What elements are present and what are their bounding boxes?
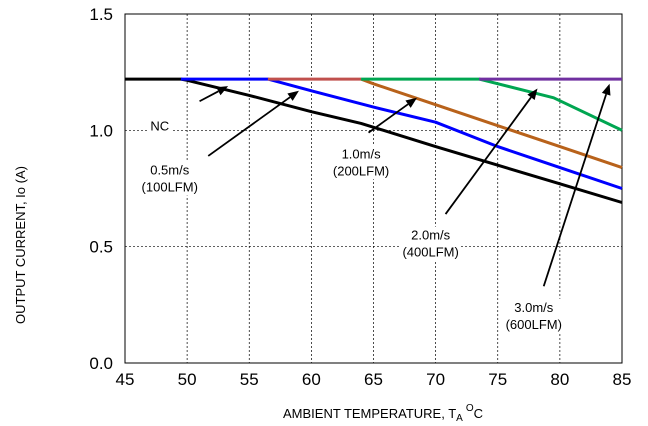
annotation-label: NC: [150, 118, 169, 133]
annotation-arrowhead: [287, 90, 299, 101]
y-tick-label: 0.5: [89, 238, 113, 257]
x-tick-label: 50: [178, 370, 197, 389]
x-tick-label: 75: [488, 370, 507, 389]
annotation-label-line: 1.0m/s: [342, 146, 382, 161]
y-axis-label: OUTPUT CURRENT, Io (A): [13, 166, 28, 324]
grid: [125, 14, 622, 363]
annotation-arrow-line: [542, 93, 608, 287]
x-tick-label: 65: [364, 370, 383, 389]
annotation-arrowhead: [216, 86, 229, 96]
annotation-label-line: (100LFM): [142, 180, 198, 195]
x-axis-label: AMBIENT TEMPERATURE, TAOC: [283, 403, 483, 424]
series-line-4: [361, 77, 623, 132]
series-line-1: [180, 77, 623, 190]
y-tick-label: 1.0: [89, 121, 113, 140]
x-tick-label: 80: [550, 370, 569, 389]
annotation-label: 2.0m/s (400LFM): [402, 228, 458, 260]
x-tick-label: 45: [116, 370, 135, 389]
annotation-label-background: [330, 145, 392, 180]
annotation-label-background: [503, 298, 564, 333]
annotation-label-line: (200LFM): [333, 163, 389, 178]
annotation-arrow-line: [368, 103, 409, 134]
annotation-label-line: (400LFM): [402, 245, 458, 260]
annotation-label-line: NC: [150, 118, 169, 133]
annotation-label-line: 3.0m/s: [514, 300, 554, 315]
y-tick-label: 0.0: [89, 354, 113, 373]
x-tick-label: 55: [240, 370, 259, 389]
annotation-label: 0.5m/s (100LFM): [142, 163, 198, 195]
x-tick-label: 70: [426, 370, 445, 389]
annotation-arrowhead: [527, 88, 538, 100]
annotation-label-background: [400, 226, 461, 261]
annotation-arrow-line: [207, 96, 291, 157]
x-tick-label: 60: [302, 370, 321, 389]
annotation-arrow-line: [199, 90, 219, 103]
annotation-label-line: 2.0m/s: [411, 228, 451, 243]
annotation-label: 1.0m/s (200LFM): [333, 146, 389, 178]
annotation-arrowhead: [405, 97, 417, 108]
x-tick-label: 85: [613, 370, 632, 389]
annotation-label-line: 0.5m/s: [150, 163, 190, 178]
x-axis-label-unit: C: [474, 406, 483, 421]
annotation-label: 3.0m/s (600LFM): [506, 300, 562, 332]
y-tick-label: 1.5: [89, 5, 113, 24]
annotation-arrow-line: [444, 96, 532, 215]
x-axis-label-superscript: O: [466, 403, 474, 414]
x-axis-label-main: AMBIENT TEMPERATURE, T: [283, 406, 456, 421]
annotation-label-line: (600LFM): [506, 317, 562, 332]
series-line-3: [360, 77, 623, 170]
annotations: NC 0.5m/s (100LFM) 1.0m/s (200LFM) 2.0m/s (400…: [139, 83, 611, 333]
annotation-arrowhead: [601, 83, 611, 96]
series-layer: [125, 77, 623, 204]
annotation-label-background: [139, 161, 200, 196]
tick-labels: 45 50 55 60 65 70 75 80 85 0.0 0.5 1.0 1.5: [89, 5, 631, 389]
annotation-label-background: [148, 117, 172, 135]
x-axis-label-subscript: A: [456, 413, 463, 424]
